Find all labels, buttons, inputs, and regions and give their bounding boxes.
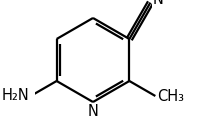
- Text: N: N: [152, 0, 163, 7]
- Text: H₂N: H₂N: [1, 89, 29, 103]
- Text: CH₃: CH₃: [157, 89, 184, 104]
- Text: N: N: [88, 103, 99, 119]
